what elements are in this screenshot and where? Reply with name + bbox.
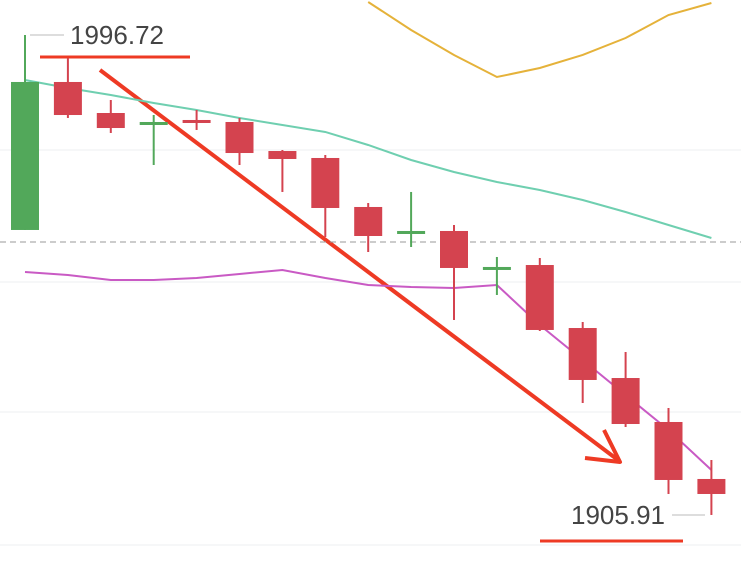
- trend-arrow: [98, 68, 620, 462]
- low-label: 1905.91: [571, 500, 665, 530]
- candle-body: [96, 113, 125, 129]
- candle-body: [53, 81, 82, 116]
- arrow-head: [584, 429, 622, 464]
- candle-body: [182, 119, 211, 123]
- candle-body: [525, 265, 554, 330]
- candle-body: [225, 121, 254, 154]
- candle-body: [311, 157, 340, 208]
- candle-body: [697, 478, 726, 494]
- candle-body: [654, 421, 683, 480]
- candle-body: [139, 121, 168, 126]
- ma-line: [24, 78, 712, 239]
- candle-body: [611, 378, 640, 425]
- candle-body: [11, 81, 39, 230]
- candle-body: [268, 151, 297, 159]
- candle-body: [397, 230, 426, 234]
- candle-body: [568, 328, 597, 380]
- candle-body: [354, 206, 383, 236]
- ma-line: [24, 268, 713, 471]
- ma-line: [367, 1, 712, 79]
- candle-body: [482, 266, 511, 270]
- high-label: 1996.72: [70, 20, 164, 50]
- candle-body: [440, 230, 468, 268]
